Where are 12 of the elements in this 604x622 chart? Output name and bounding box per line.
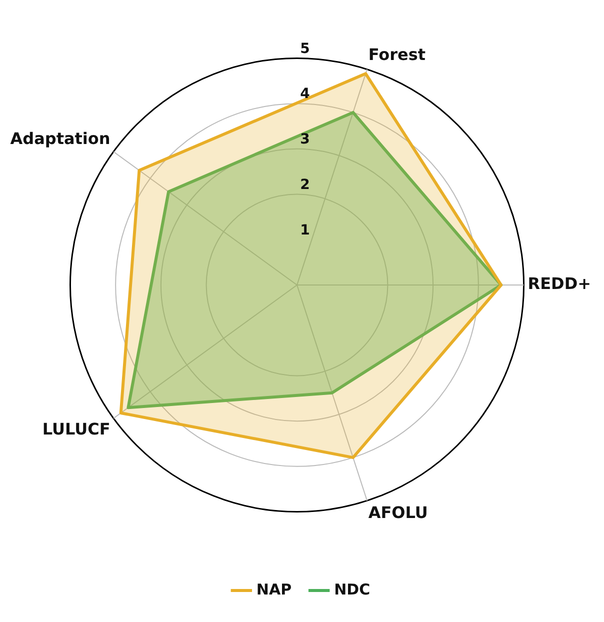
legend-label: NAP — [256, 580, 292, 598]
spoke-label: Adaptation — [10, 128, 110, 148]
spoke-label: AFOLU — [368, 503, 428, 522]
spoke-label: LULUCF — [42, 419, 110, 438]
spoke-label: REDD+ — [528, 274, 591, 294]
y-tick-label: 5 — [300, 40, 310, 57]
y-tick-label: 3 — [300, 132, 310, 148]
legend-label: NDC — [334, 580, 370, 598]
y-tick-label: 2 — [300, 176, 310, 193]
y-tick-label: 1 — [300, 222, 310, 238]
y-tick-label: 4 — [300, 86, 310, 102]
spoke-label: Forest — [368, 45, 426, 64]
